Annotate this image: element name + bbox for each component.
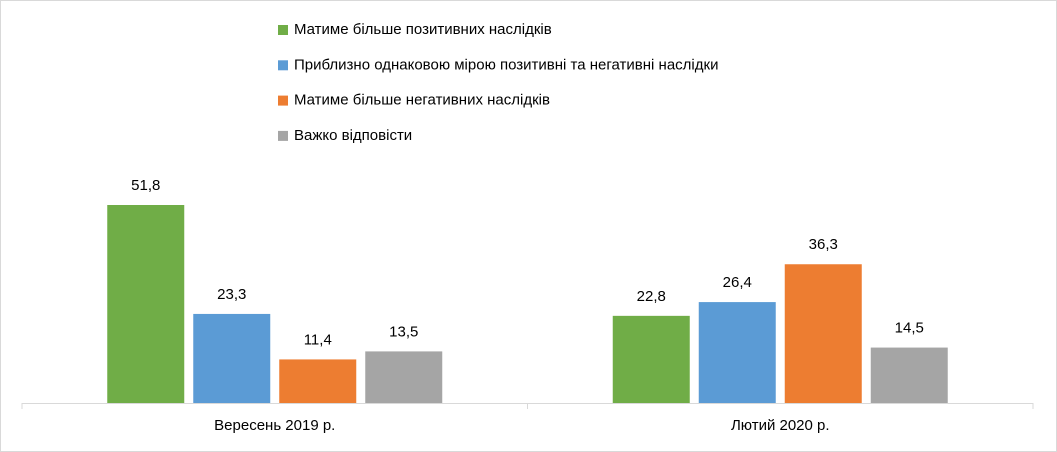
x-tick-label: Лютий 2020 р. — [731, 417, 830, 434]
x-tick-label: Вересень 2019 р. — [214, 417, 335, 434]
value-label: 22,8 — [637, 288, 666, 305]
bar — [612, 315, 690, 403]
bar — [279, 359, 357, 403]
legend-label: Матиме більше позитивних наслідків — [294, 21, 552, 38]
bar — [698, 302, 776, 403]
value-label: 13,5 — [389, 323, 418, 340]
bar — [870, 347, 948, 403]
bar — [784, 264, 862, 403]
value-label: 26,4 — [723, 274, 752, 291]
legend-swatch — [278, 25, 288, 35]
value-label: 23,3 — [217, 286, 246, 303]
legend-swatch — [278, 95, 288, 106]
value-label: 14,5 — [895, 320, 924, 337]
bar — [365, 351, 443, 403]
value-label: 36,3 — [809, 236, 838, 253]
legend-label: Важко відповісти — [294, 127, 412, 144]
bar — [193, 313, 271, 403]
value-label: 11,4 — [304, 331, 332, 348]
bar — [107, 205, 185, 403]
value-label: 51,8 — [131, 177, 160, 194]
legend-label: Матиме більше негативних наслідків — [294, 92, 550, 109]
legend-swatch — [278, 130, 288, 141]
legend-label: Приблизно однаковою мірою позитивні та н… — [294, 56, 718, 73]
legend-swatch — [278, 60, 288, 71]
